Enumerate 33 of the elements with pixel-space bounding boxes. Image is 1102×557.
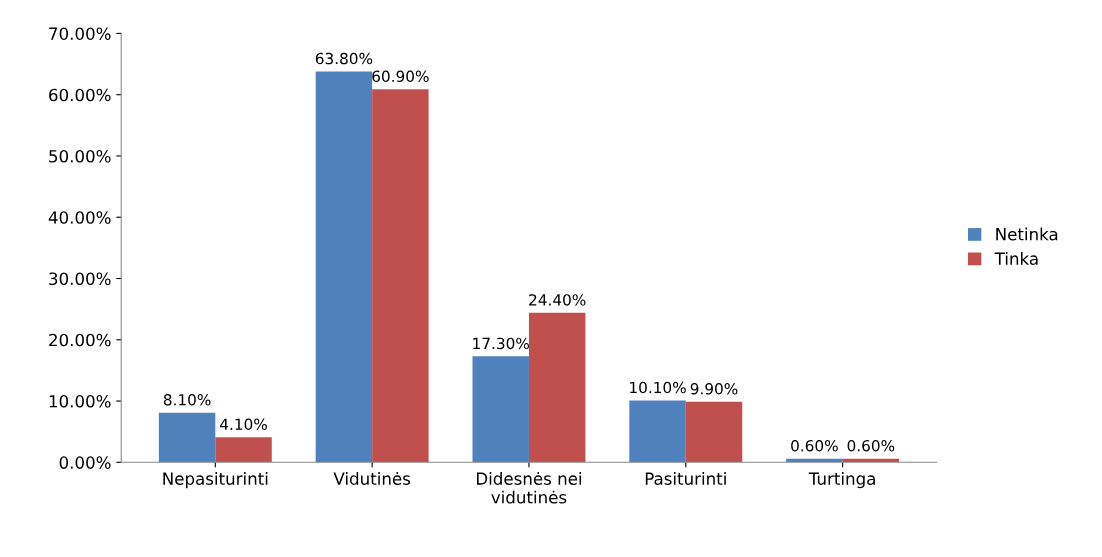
x-tick-label: Pasiturinti xyxy=(645,472,726,485)
bar xyxy=(315,71,373,463)
y-tick-label: 40.00% xyxy=(48,211,111,224)
bar xyxy=(685,401,743,463)
y-tick-label: 0.00% xyxy=(59,456,111,469)
data-label: 60.90% xyxy=(372,70,429,83)
x-tick-label: Turtinga xyxy=(808,472,875,489)
data-label: 17.30% xyxy=(473,337,530,350)
data-label: 8.10% xyxy=(163,394,211,406)
legend-label: Netinka xyxy=(996,227,1058,241)
legend-label: Tinka xyxy=(994,252,1038,265)
bar xyxy=(528,312,586,463)
data-label: 9.90% xyxy=(690,382,738,395)
data-label: 24.40% xyxy=(529,294,586,306)
data-label: 63.80% xyxy=(315,52,373,65)
x-tick-label: Nepasiturinti xyxy=(163,472,268,489)
y-tick-label: 60.00% xyxy=(49,88,111,102)
bar xyxy=(629,400,686,463)
y-tick-label: 50.00% xyxy=(49,149,111,163)
data-label: 4.10% xyxy=(220,418,267,431)
x-tick-label: Vidutinės xyxy=(333,472,411,485)
y-tick-label: 20.00% xyxy=(49,333,111,347)
bar xyxy=(158,412,216,463)
data-label: 0.60% xyxy=(847,439,895,452)
data-label: 0.60% xyxy=(791,439,838,452)
y-tick-label: 30.00% xyxy=(49,272,111,286)
y-tick-label: 10.00% xyxy=(49,395,111,408)
bar xyxy=(215,437,272,463)
x-tick-label: Didesnės nei vidutinės xyxy=(476,472,582,504)
y-tick-label: 70.00% xyxy=(49,27,111,40)
bar xyxy=(472,356,529,463)
data-label: 10.10% xyxy=(630,381,686,394)
bar xyxy=(372,89,429,463)
